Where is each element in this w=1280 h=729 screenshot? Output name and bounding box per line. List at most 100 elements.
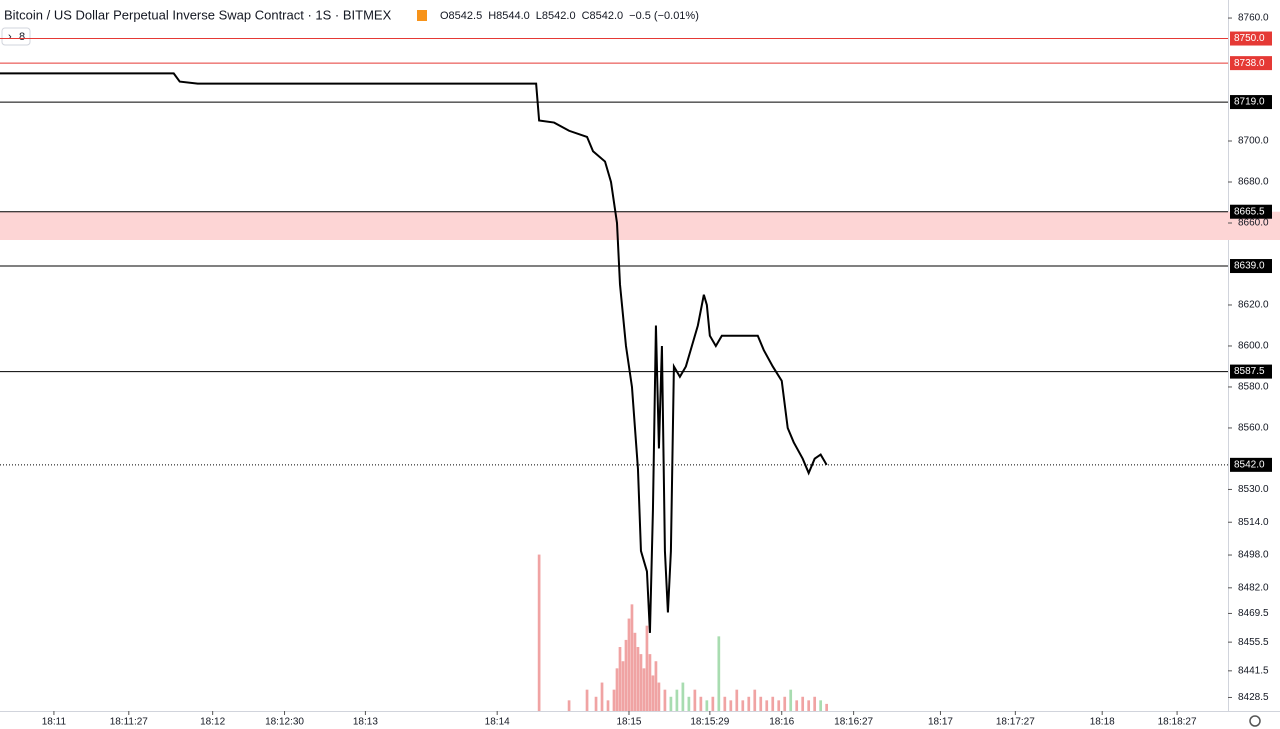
volume-bar — [585, 689, 589, 711]
ohlc-value: −0.5 (−0.01%) — [629, 10, 699, 22]
x-tick-label: 18:11:27 — [110, 717, 149, 728]
y-tick-label: 8498.0 — [1238, 550, 1269, 561]
x-tick-label: 18:17:27 — [996, 717, 1035, 728]
volume-bar — [675, 689, 679, 711]
x-tick-label: 18:16 — [769, 717, 794, 728]
volume-bar — [645, 625, 649, 711]
volume-bar — [747, 696, 751, 711]
volume-bar — [801, 696, 805, 711]
level-label-box — [1230, 204, 1272, 219]
ohlc-value: C8542.0 — [582, 10, 624, 22]
volume-bar — [711, 696, 715, 711]
level-label: 8639.0 — [1234, 261, 1265, 272]
volume-bar — [663, 689, 667, 711]
x-tick-label: 18:18:27 — [1158, 717, 1197, 728]
volume-bar — [783, 696, 787, 711]
volume-bar — [789, 689, 793, 711]
volume-bar — [654, 661, 658, 711]
ohlc-value: O8542.5 — [440, 10, 482, 22]
level-label-box — [1230, 31, 1272, 46]
chart-title: Bitcoin / US Dollar Perpetual Inverse Sw… — [4, 7, 392, 22]
y-tick-label: 8580.0 — [1238, 382, 1269, 393]
volume-bar — [639, 654, 643, 711]
volume-bar — [618, 647, 622, 711]
volume-bar — [537, 554, 541, 711]
indicator-toggle[interactable] — [1, 27, 31, 46]
x-tick-label: 18:12:30 — [265, 717, 304, 728]
level-label-box — [1230, 56, 1272, 71]
x-tick-label: 18:11 — [42, 717, 67, 728]
volume-bar — [630, 604, 634, 711]
volume-bar — [753, 689, 757, 711]
volume-bar — [594, 696, 598, 711]
volume-bar — [717, 636, 721, 711]
x-tick-label: 18:17 — [928, 717, 953, 728]
volume-bar — [705, 700, 709, 711]
ohlc-value: H8544.0 — [488, 10, 530, 22]
x-tick-label: 18:16:27 — [834, 717, 873, 728]
volume-bar — [621, 661, 625, 711]
volume-bar — [642, 668, 646, 711]
y-tick-label: 8469.5 — [1238, 608, 1269, 619]
volume-bar — [648, 654, 652, 711]
volume-bar — [687, 696, 691, 711]
volume-bar — [615, 668, 619, 711]
volume-bar — [819, 700, 823, 711]
volume-bar — [723, 696, 727, 711]
volume-bar — [795, 700, 799, 711]
y-tick-label: 8482.0 — [1238, 582, 1269, 593]
level-label: 8738.0 — [1234, 58, 1265, 69]
level-label: 8587.5 — [1234, 366, 1265, 377]
volume-bar — [777, 700, 781, 711]
level-label: 8750.0 — [1234, 33, 1265, 44]
flag-icon[interactable] — [417, 10, 427, 21]
level-label-box — [1230, 457, 1272, 472]
volume-bar — [612, 689, 616, 711]
level-label: 8719.0 — [1234, 97, 1265, 108]
zone — [0, 211, 1280, 241]
y-tick-label: 8600.0 — [1238, 341, 1269, 352]
ohlc-value: L8542.0 — [536, 10, 576, 22]
y-tick-label: 8530.0 — [1238, 484, 1269, 495]
level-label-box — [1230, 95, 1272, 110]
volume-bar — [627, 618, 631, 711]
level-label-box — [1230, 364, 1272, 379]
x-tick-label: 18:15:29 — [690, 717, 729, 728]
level-label: 8665.5 — [1234, 206, 1265, 217]
indicator-toggle-arrow: › — [8, 31, 12, 43]
indicator-count: 8 — [19, 31, 25, 43]
volume-bar — [636, 647, 640, 711]
volume-bar — [567, 700, 571, 711]
x-tick-label: 18:18 — [1090, 717, 1115, 728]
volume-bar — [600, 682, 604, 711]
volume-bar — [693, 689, 697, 711]
y-tick-label: 8660.0 — [1238, 218, 1269, 229]
y-tick-label: 8560.0 — [1238, 423, 1269, 434]
volume-bar — [651, 675, 655, 711]
x-tick-label: 18:15 — [616, 717, 641, 728]
volume-bar — [681, 682, 685, 711]
price-line — [0, 72, 828, 633]
volume-bar — [729, 700, 733, 711]
y-tick-label: 8428.5 — [1238, 692, 1269, 703]
y-tick-label: 8760.0 — [1238, 13, 1269, 24]
volume-bar — [624, 639, 628, 711]
volume-bar — [699, 696, 703, 711]
y-tick-label: 8455.5 — [1238, 637, 1269, 648]
level-label: 8542.0 — [1234, 459, 1265, 470]
volume-bar — [606, 700, 610, 711]
volume-bar — [657, 682, 661, 711]
volume-bar — [735, 689, 739, 711]
volume-bar — [741, 700, 745, 711]
volume-bar — [765, 700, 769, 711]
level-label-box — [1230, 259, 1272, 274]
volume-bar — [633, 632, 637, 711]
volume-bar — [771, 696, 775, 711]
x-tick-label: 18:12 — [200, 717, 225, 728]
volume-bar — [825, 703, 829, 711]
x-tick-label: 18:14 — [485, 717, 510, 728]
settings-icon[interactable] — [1249, 715, 1261, 727]
y-tick-label: 8680.0 — [1238, 177, 1269, 188]
